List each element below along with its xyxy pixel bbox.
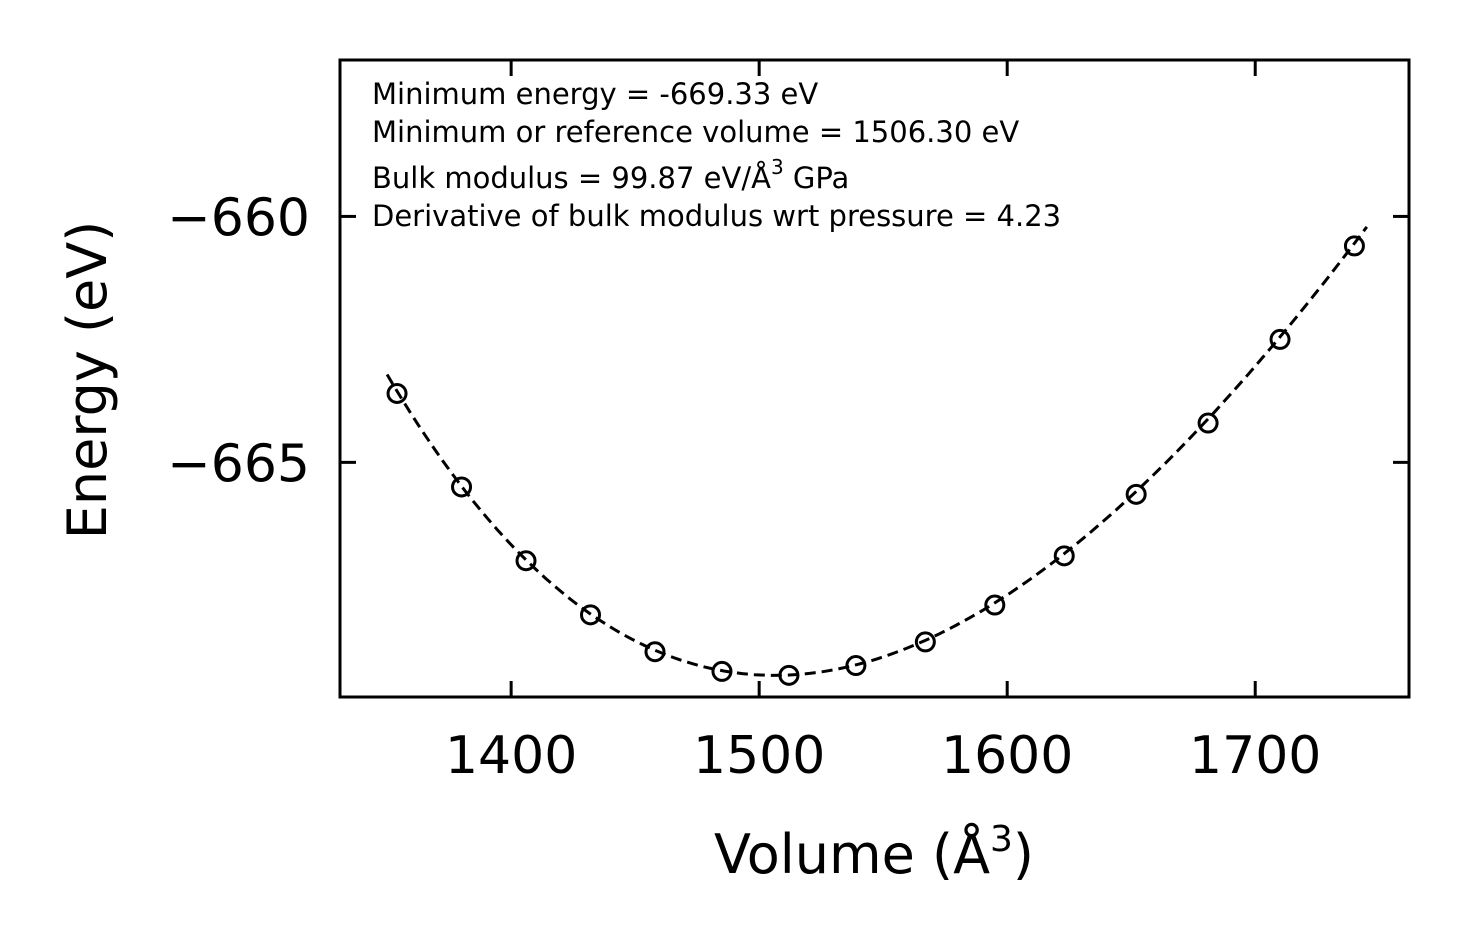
x-tick-label: 1600 xyxy=(941,726,1073,786)
annotation-min-energy: Minimum energy = -669.33 eV xyxy=(372,77,818,111)
data-point xyxy=(580,604,602,626)
data-point xyxy=(914,631,936,653)
annotation-bulk-modulus: Bulk modulus = 99.87 eV/Å3 GPa xyxy=(372,155,849,195)
y-tick-label: −660 xyxy=(167,188,310,248)
plot-frame xyxy=(338,58,1411,699)
x-tick-label: 1700 xyxy=(1189,726,1321,786)
data-point xyxy=(1053,545,1075,567)
data-point xyxy=(1343,235,1365,257)
points-layer xyxy=(386,235,1365,686)
ticks-layer: 1400 1500 1600 1700 −660 −665 xyxy=(167,60,1409,786)
data-point xyxy=(386,383,408,405)
fit-curve xyxy=(385,225,1368,677)
data-point xyxy=(845,655,867,677)
x-tick-label: 1500 xyxy=(693,726,825,786)
data-point xyxy=(1269,328,1291,350)
data-point xyxy=(1125,483,1147,505)
data-point xyxy=(778,664,800,686)
fit-layer xyxy=(385,225,1368,677)
annotation-ref-volume: Minimum or reference volume = 1506.30 eV xyxy=(372,115,1019,149)
y-axis-title: Energy (eV) xyxy=(56,221,119,540)
data-point xyxy=(515,550,537,572)
annotation-bulk-modulus-text: Bulk modulus = 99.87 eV/Å xyxy=(372,161,771,195)
annotation-bulk-modulus-derivative: Derivative of bulk modulus wrt pressure … xyxy=(372,199,1061,233)
data-point xyxy=(451,476,473,498)
data-point xyxy=(644,641,666,663)
annotation-bulk-modulus-sup: 3 xyxy=(771,155,784,179)
annotation-block: Minimum energy = -669.33 eV Minimum or r… xyxy=(372,77,1061,233)
data-point xyxy=(711,660,733,682)
data-point xyxy=(984,594,1006,616)
data-point xyxy=(1197,412,1219,434)
annotation-bulk-modulus-suffix: GPa xyxy=(784,161,850,195)
x-axis-title: Volume (Å3) xyxy=(714,819,1034,886)
y-tick-label: −665 xyxy=(167,434,310,494)
x-tick-label: 1400 xyxy=(445,726,577,786)
